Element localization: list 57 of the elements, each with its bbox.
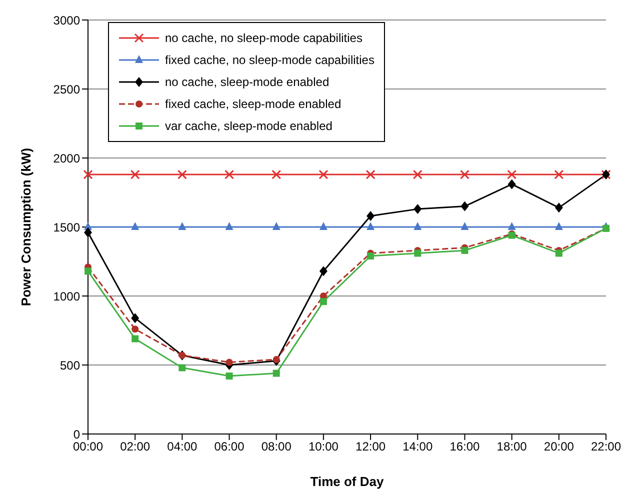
point [414, 204, 422, 214]
point [460, 222, 469, 230]
point [84, 268, 92, 275]
x-axis-title: Time of Day [310, 474, 384, 489]
x-tick-label: 04:00 [167, 440, 198, 454]
x-tick-label: 10:00 [308, 440, 339, 454]
point [225, 222, 234, 230]
point [319, 222, 328, 230]
y-tick-label: 2000 [53, 151, 80, 166]
point [555, 250, 562, 257]
legend-label: no cache, no sleep-mode capabilities [165, 30, 362, 47]
x-tick-label: 20:00 [544, 440, 574, 454]
point [366, 222, 375, 230]
point [508, 179, 516, 190]
point [319, 266, 328, 276]
point [178, 222, 186, 230]
point [226, 372, 233, 380]
point [366, 210, 375, 221]
point [367, 252, 374, 260]
x-tick-label: 14:00 [402, 440, 433, 454]
point [272, 222, 280, 230]
x-tick-label: 02:00 [120, 440, 150, 454]
y-tick-label: 1500 [53, 220, 80, 234]
point [178, 364, 186, 372]
point [461, 246, 468, 254]
y-tick-label: 1000 [53, 289, 80, 304]
point [460, 201, 469, 212]
point [272, 356, 280, 363]
legend-label: fixed cache, no sleep-mode capabilities [165, 52, 374, 69]
x-tick-label: 22:00 [590, 440, 622, 454]
x-tick-label: 06:00 [214, 440, 245, 454]
point [272, 370, 280, 377]
legend-label: fixed cache, sleep-mode enabled [165, 96, 342, 113]
point [414, 222, 422, 230]
y-axis-title: Power Consumption (kW) [18, 148, 34, 306]
point [84, 228, 92, 238]
point [554, 202, 563, 213]
y-tick-label: 500 [60, 358, 80, 372]
legend-label: no cache, sleep-mode enabled [165, 74, 330, 91]
x-tick-label: 16:00 [450, 440, 480, 454]
y-tick-label: 0 [73, 427, 80, 442]
point [131, 222, 140, 230]
legend-label: var cache, sleep-mode enabled [165, 118, 332, 135]
point [132, 326, 139, 333]
x-tick-label: 08:00 [261, 440, 292, 454]
x-tick-label: 18:00 [496, 440, 528, 454]
point [131, 313, 140, 324]
x-tick-label: 00:00 [72, 440, 104, 454]
y-tick-label: 2500 [53, 82, 80, 96]
point [132, 335, 139, 342]
point [226, 358, 233, 366]
point [320, 298, 327, 306]
x-tick-label: 12:00 [356, 440, 386, 454]
point [508, 222, 516, 230]
point [414, 250, 422, 257]
y-tick-label: 3000 [53, 13, 80, 28]
point [554, 222, 563, 230]
